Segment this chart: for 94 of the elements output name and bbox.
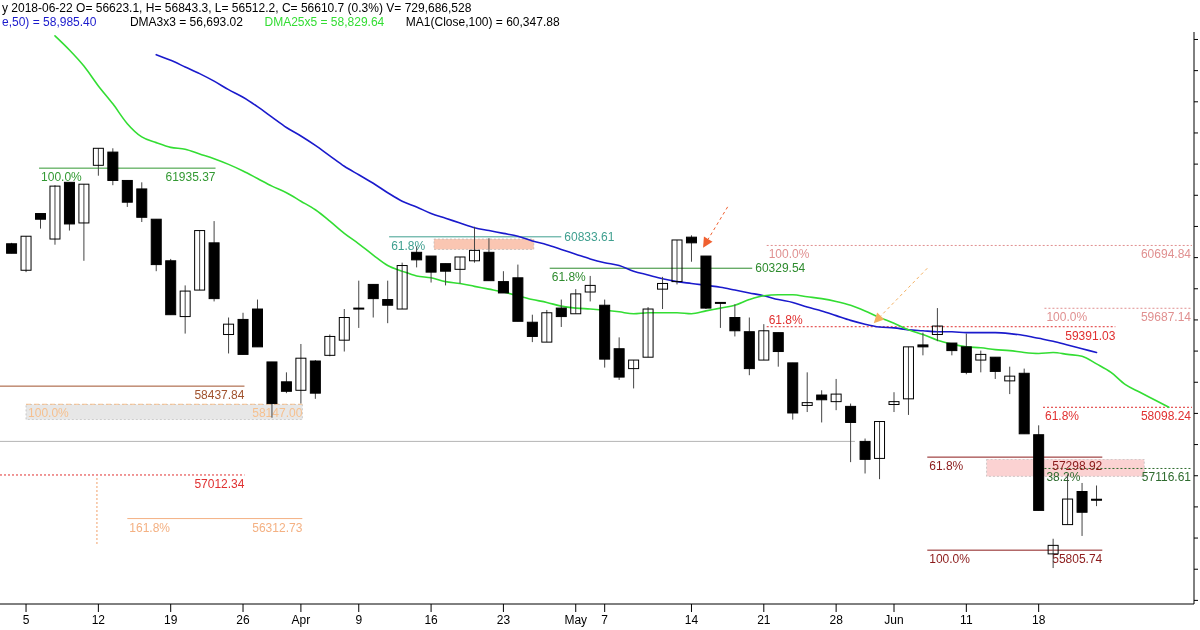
ref-line-label: 57116.61 <box>1141 470 1192 485</box>
candlestick <box>902 346 914 416</box>
x-tick-label: 21 <box>757 613 771 627</box>
x-tick-label: 23 <box>496 613 511 627</box>
x-tick-label: 5 <box>22 613 30 627</box>
candlestick <box>685 234 697 263</box>
candlestick <box>541 309 553 343</box>
candlestick <box>570 288 582 315</box>
text: DMA3x3 = 56,693.02 <box>129 15 244 29</box>
text: MA1(Close,100) = 60,347.88 <box>405 15 560 29</box>
candlestick <box>989 356 1001 380</box>
x-tick-label: Jun <box>884 613 904 627</box>
text: e,50) = 58,985.40 <box>2 15 97 29</box>
candlestick <box>440 263 452 286</box>
candlestick <box>92 147 104 177</box>
candlestick <box>468 226 480 264</box>
candlestick <box>20 235 32 273</box>
candlestick <box>584 275 596 302</box>
annotation: 61.8% <box>391 238 426 253</box>
x-tick-label: 9 <box>355 613 363 627</box>
text: DMA25x5 = 58,829.64 <box>264 15 385 29</box>
candlestick <box>425 255 437 284</box>
x-tick-label: 19 <box>164 613 178 627</box>
candlestick <box>382 280 394 324</box>
candlestick <box>874 421 886 480</box>
candlestick <box>1076 482 1088 537</box>
x-tick-label: May <box>564 613 588 627</box>
candlestick <box>845 403 857 463</box>
candlestick <box>179 284 191 335</box>
candlestick <box>324 334 336 357</box>
candlestick <box>657 276 669 310</box>
annotation: 161.8% <box>129 520 171 535</box>
candlestick <box>772 332 784 368</box>
candlestick <box>714 301 726 329</box>
annotation: 100.0% <box>768 247 810 262</box>
annotation: 61.8% <box>929 459 964 474</box>
annotation: 100.0% <box>1046 310 1088 325</box>
candlestick <box>628 359 640 389</box>
candlestick <box>1091 485 1103 507</box>
candlestick <box>931 307 943 342</box>
candlestick <box>671 239 683 285</box>
candlestick <box>526 314 538 343</box>
x-tick-label: 7 <box>601 613 609 627</box>
candlestick <box>642 306 654 358</box>
ref-line-label: 59391.03 <box>1065 328 1116 343</box>
x-tick-label: Apr <box>291 613 311 627</box>
candlestick <box>194 230 206 291</box>
annotation: 61.8% <box>1045 409 1080 424</box>
annotation: 61.8% <box>551 270 587 285</box>
x-tick-label: 18 <box>1031 613 1046 627</box>
ref-line-label: 58098.24 <box>1140 409 1192 424</box>
x-tick-label: 12 <box>91 613 106 627</box>
candlestick <box>729 303 741 337</box>
candlestick <box>555 299 567 328</box>
annotation: 61.8% <box>768 312 804 327</box>
chart-title: y 2018-06-22 O= 56623.1, H= 56843.3, L= 56512.2, C= 56610.7 (0.3%) V= 729,686,528 <box>2 1 472 15</box>
ref-line-label: 55805.74 <box>1052 552 1103 567</box>
x-tick-label: 26 <box>236 613 251 627</box>
x-tick-label: 14 <box>684 613 699 627</box>
candlestick <box>367 283 379 318</box>
ref-line-label: 56312.73 <box>252 520 303 535</box>
candlestick <box>454 256 466 284</box>
annotation: 100.0% <box>41 170 83 185</box>
ref-line-label: 60329.54 <box>755 261 806 276</box>
ref-line-label: 59687.14 <box>1140 310 1192 325</box>
ref-line-label: 58437.84 <box>194 388 245 403</box>
candlestick <box>801 371 813 413</box>
candlestick <box>295 343 307 405</box>
ref-line-label: 61935.37 <box>165 170 216 185</box>
candlestick <box>353 280 365 329</box>
candlestick <box>975 350 987 373</box>
candlestick <box>49 184 61 246</box>
candlestick <box>223 317 235 354</box>
candlestick <box>758 323 770 361</box>
x-tick-label: 16 <box>424 613 439 627</box>
x-tick-label: 28 <box>829 613 844 627</box>
candlestick <box>121 179 133 208</box>
ref-line-label: 60694.84 <box>1140 247 1192 262</box>
ref-line-label: 60833.61 <box>564 229 615 244</box>
x-tick-label: 11 <box>960 613 973 627</box>
candlestick <box>917 332 929 356</box>
candlestick <box>859 438 871 474</box>
candlestick <box>497 270 509 294</box>
candlestick <box>280 371 292 394</box>
ref-line-label: 57012.34 <box>194 476 245 491</box>
annotation: 100.0% <box>929 552 971 567</box>
candlestick <box>338 308 350 353</box>
candlestick <box>78 183 90 262</box>
annotation: 100.0% <box>28 406 70 421</box>
candlestick <box>830 378 842 411</box>
candlestick <box>816 389 828 423</box>
candlestick <box>396 262 408 310</box>
candlestick <box>888 391 900 413</box>
candlestick <box>1004 366 1016 395</box>
